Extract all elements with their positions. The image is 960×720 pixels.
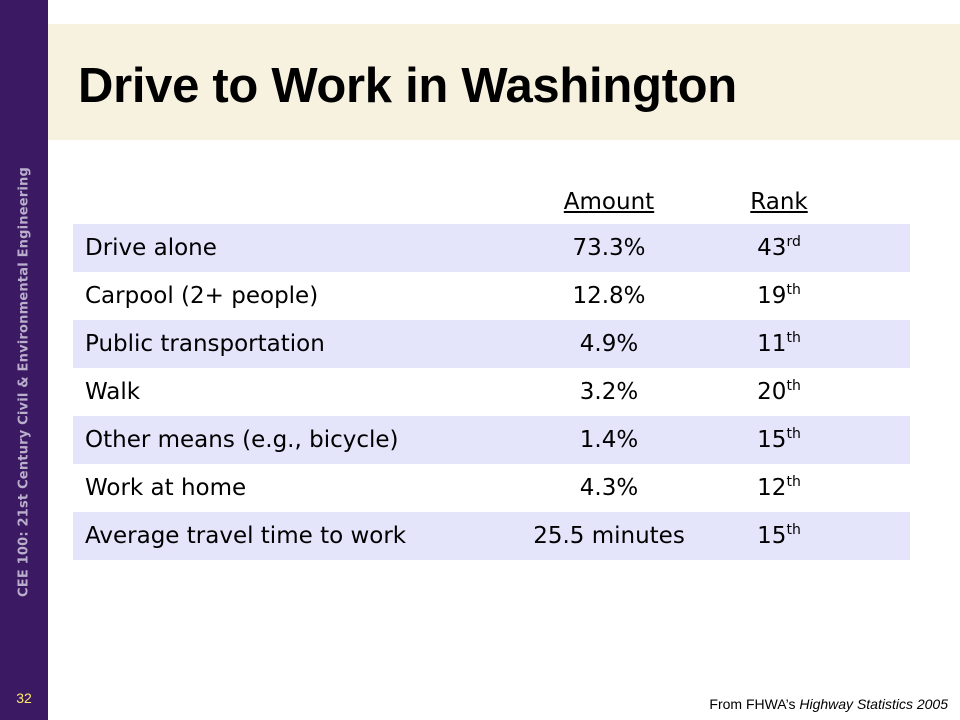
row-label: Other means (e.g., bicycle): [85, 427, 399, 453]
row-label: Average travel time to work: [85, 523, 407, 549]
row-label: Drive alone: [85, 235, 217, 261]
row-rank: 20th: [719, 379, 839, 405]
row-label: Work at home: [85, 475, 247, 501]
header-rank: Rank: [750, 189, 808, 215]
row-rank: 15th: [719, 523, 839, 549]
row-amount: 3.2%: [579, 379, 639, 405]
row-amount: 4.9%: [579, 331, 639, 357]
rank-number: 19: [757, 283, 787, 309]
header-amount: Amount: [563, 189, 655, 215]
table-row: Work at home 4.3% 12th: [73, 464, 910, 512]
rank-number: 12: [757, 475, 787, 501]
rank-suffix: th: [786, 330, 801, 346]
rank-number: 43: [757, 235, 787, 261]
table-row: Public transportation 4.9% 11th: [73, 320, 910, 368]
slide-title: Drive to Work in Washington: [78, 59, 737, 113]
row-amount: 73.3%: [572, 235, 646, 261]
source-citation: From FHWA’s Highway Statistics 2005: [709, 696, 948, 712]
table-row: Walk 3.2% 20th: [73, 368, 910, 416]
rank-suffix: rd: [786, 234, 801, 250]
sidebar: CEE 100: 21st Century Civil & Environmen…: [0, 0, 48, 720]
row-rank: 15th: [719, 427, 839, 453]
rank-suffix: th: [786, 522, 801, 538]
rank-number: 15: [757, 523, 787, 549]
rank-suffix: th: [786, 282, 801, 298]
table-row: Carpool (2+ people) 12.8% 19th: [73, 272, 910, 320]
sidebar-course-title: CEE 100: 21st Century Civil & Environmen…: [16, 167, 32, 597]
source-prefix: From FHWA’s: [709, 696, 800, 712]
rank-number: 11: [757, 331, 787, 357]
table-header-row: Amount Rank: [73, 180, 910, 224]
rank-suffix: th: [786, 378, 801, 394]
statistics-table: Amount Rank Drive alone 73.3% 43rd Carpo…: [73, 180, 910, 560]
row-amount: 4.3%: [579, 475, 639, 501]
row-rank: 11th: [719, 331, 839, 357]
rank-number: 15: [757, 427, 787, 453]
row-amount: 12.8%: [572, 283, 646, 309]
row-rank: 19th: [719, 283, 839, 309]
table-row: Average travel time to work 25.5 minutes…: [73, 512, 910, 560]
table-row: Other means (e.g., bicycle) 1.4% 15th: [73, 416, 910, 464]
row-label: Carpool (2+ people): [85, 283, 319, 309]
title-band: [48, 24, 960, 140]
row-rank: 12th: [719, 475, 839, 501]
slide-number: 32: [16, 690, 32, 706]
row-label: Public transportation: [85, 331, 325, 357]
rank-number: 20: [757, 379, 787, 405]
table-row: Drive alone 73.3% 43rd: [73, 224, 910, 272]
row-amount: 25.5 minutes: [533, 523, 685, 549]
rank-suffix: th: [786, 474, 801, 490]
rank-suffix: th: [786, 426, 801, 442]
source-publication: Highway Statistics 2005: [799, 696, 948, 712]
row-amount: 1.4%: [579, 427, 639, 453]
row-rank: 43rd: [719, 235, 839, 261]
row-label: Walk: [85, 379, 141, 405]
